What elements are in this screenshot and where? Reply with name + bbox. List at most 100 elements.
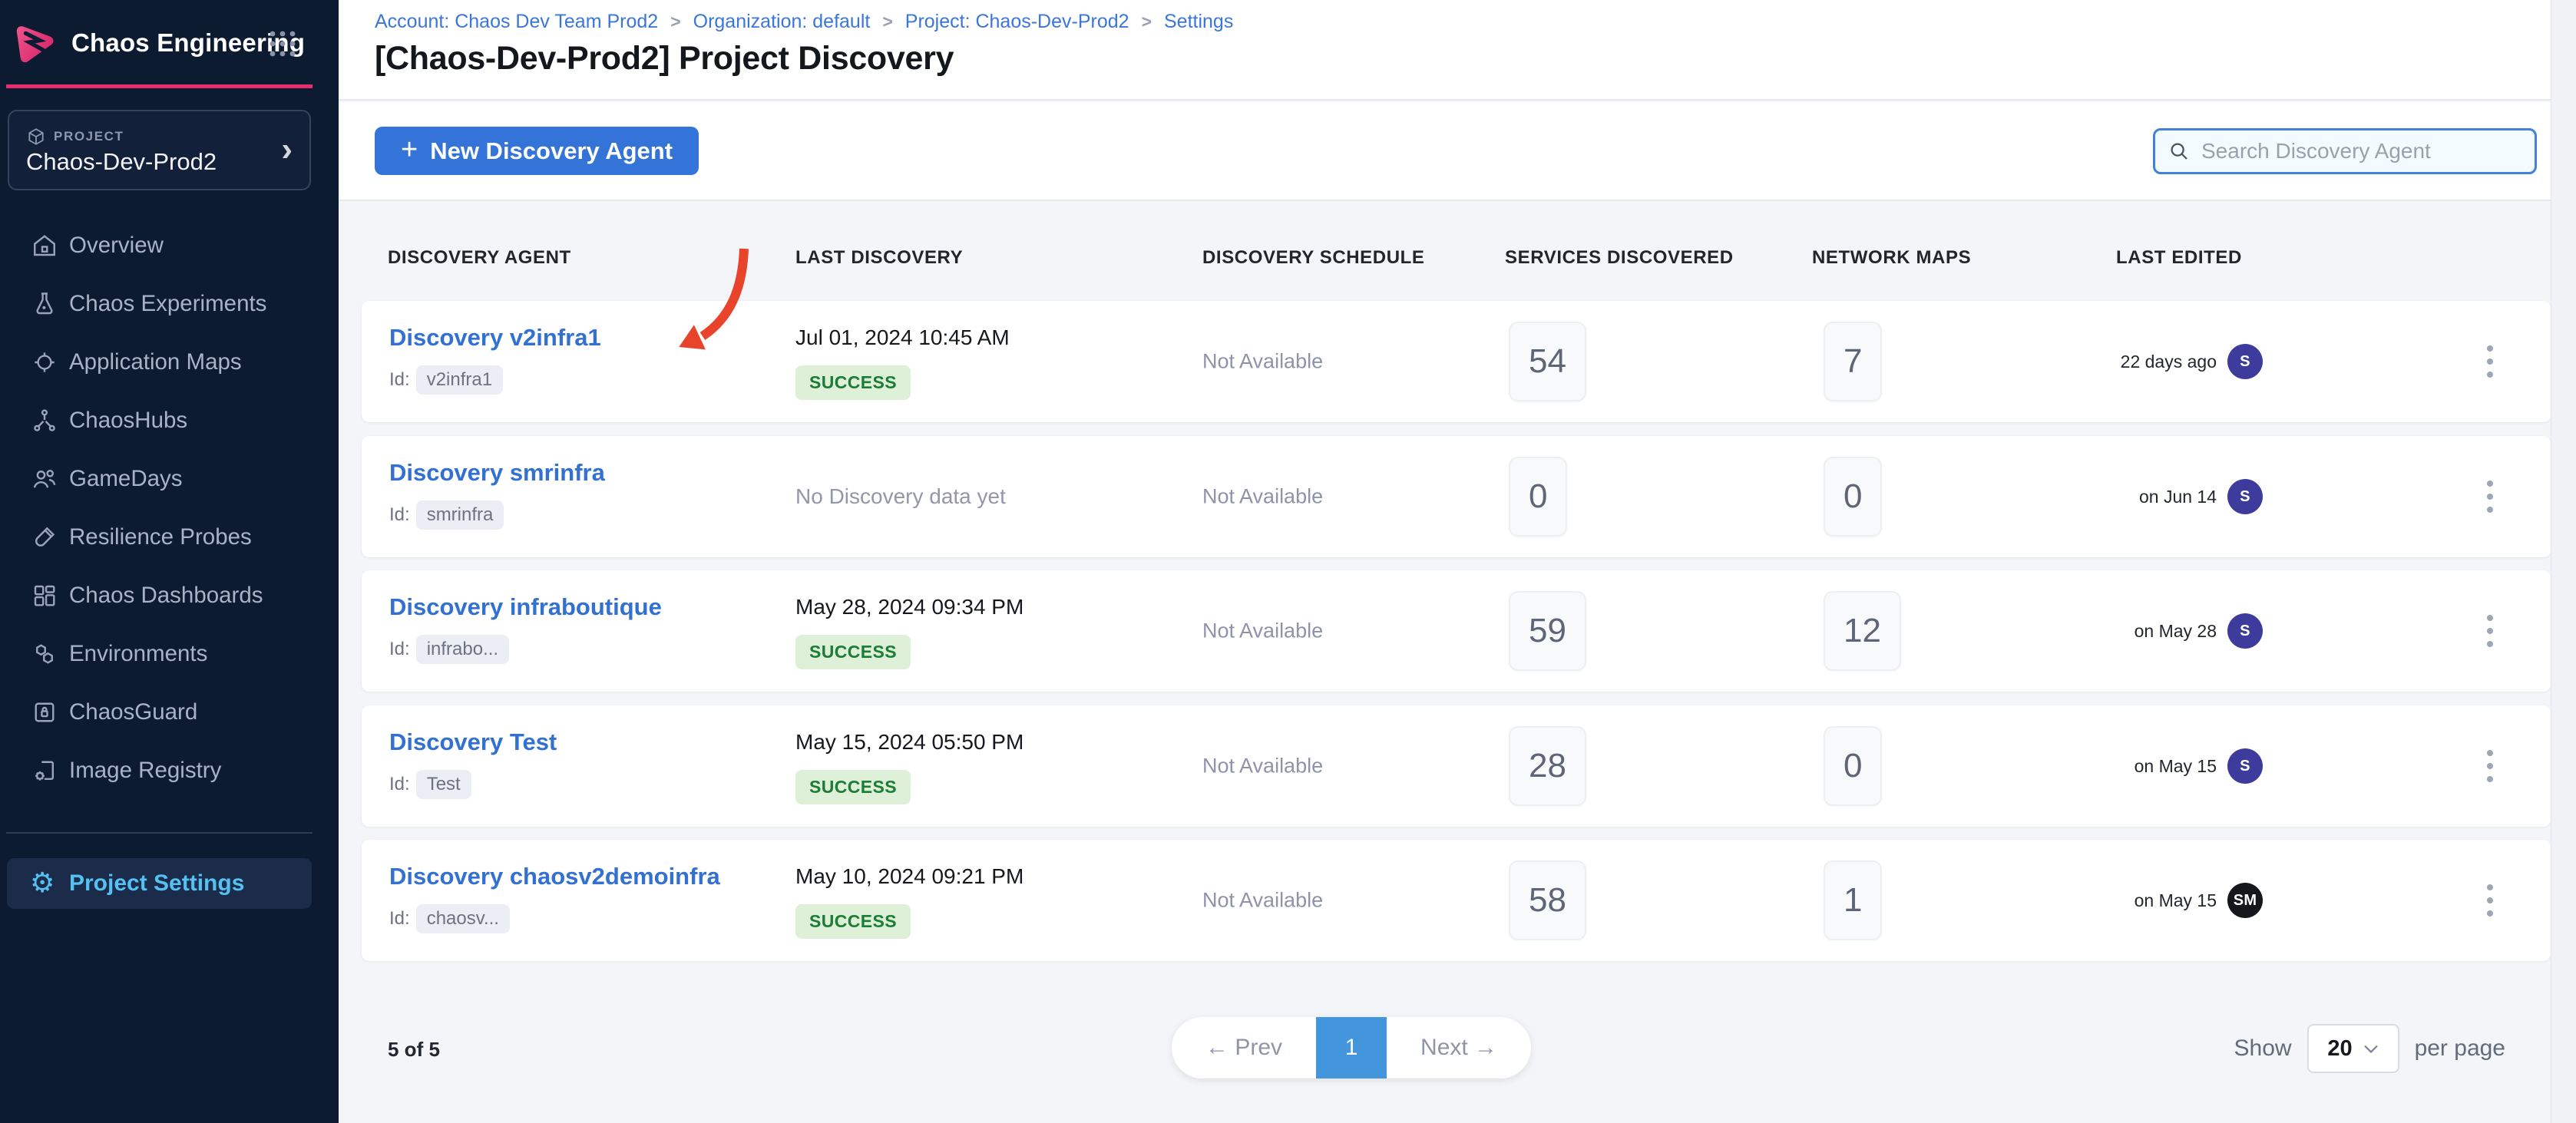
probe-tube-icon — [31, 524, 58, 551]
col-header-last-discovery: LAST DISCOVERY — [795, 247, 964, 268]
users-icon — [31, 465, 58, 493]
row-menu-kebab-icon[interactable] — [2475, 301, 2505, 422]
project-selector[interactable]: PROJECT Chaos-Dev-Prod2 › — [8, 110, 311, 190]
lock-shield-icon — [31, 699, 58, 726]
no-discovery-data-label: No Discovery data yet — [795, 484, 1006, 508]
col-header-discovery-schedule: DISCOVERY SCHEDULE — [1202, 247, 1425, 268]
sidebar-item-image-registry[interactable]: Image Registry — [0, 742, 339, 800]
registry-gear-icon — [31, 757, 58, 784]
agent-name-link[interactable]: Discovery chaosv2demoinfra — [389, 863, 720, 890]
sidebar-item-resilience-probes[interactable]: Resilience Probes — [0, 508, 339, 566]
status-badge: SUCCESS — [795, 904, 911, 939]
discovery-agents-table: DISCOVERY AGENT LAST DISCOVERY DISCOVERY… — [339, 201, 2576, 1123]
page-header: Account: Chaos Dev Team Prod2 > Organiza… — [339, 0, 2576, 101]
row-menu-kebab-icon[interactable] — [2475, 840, 2505, 961]
agent-id: Id: chaosv... — [389, 904, 510, 933]
page-size-control: Show 20 per page — [2234, 1024, 2505, 1073]
agent-name-link[interactable]: Discovery v2infra1 — [389, 324, 601, 351]
breadcrumb-account[interactable]: Account: Chaos Dev Team Prod2 — [375, 11, 659, 32]
sidebar-item-gamedays[interactable]: GameDays — [0, 450, 339, 508]
avatar: SM — [2227, 883, 2263, 918]
col-header-network-maps: NETWORK MAPS — [1812, 247, 1972, 268]
agent-name-link[interactable]: Discovery Test — [389, 728, 557, 755]
vertical-scrollbar[interactable] — [2551, 0, 2576, 1123]
sidebar-item-chaos-experiments[interactable]: Chaos Experiments — [0, 275, 339, 333]
main-content: Account: Chaos Dev Team Prod2 > Organiza… — [339, 0, 2576, 1123]
network-maps-count: 7 — [1824, 322, 1883, 401]
apps-grid-icon[interactable] — [269, 30, 296, 58]
sidebar-item-chaos-dashboards[interactable]: Chaos Dashboards — [0, 566, 339, 625]
next-page-button[interactable]: Next → — [1387, 1017, 1531, 1078]
sidebar-item-project-settings[interactable]: ⚙ Project Settings — [7, 858, 312, 909]
home-icon — [31, 232, 58, 259]
project-name: Chaos-Dev-Prod2 — [26, 148, 217, 175]
table-row: Discovery v2infra1 Id: v2infra1 Jul 01, … — [362, 301, 2551, 422]
last-edited: on May 15 SM — [2135, 840, 2263, 961]
page-size-select[interactable]: 20 — [2306, 1024, 2399, 1073]
breadcrumb-separator: > — [670, 12, 681, 31]
last-discovery-date: May 28, 2024 09:34 PM — [795, 595, 1024, 619]
services-discovered-count: 58 — [1509, 860, 1586, 940]
plus-icon: + — [401, 133, 418, 166]
table-row: Discovery infraboutique Id: infrabo... M… — [362, 570, 2551, 692]
row-menu-kebab-icon[interactable] — [2475, 570, 2505, 692]
chevron-right-icon: › — [281, 130, 293, 168]
dashboard-grid-icon — [31, 582, 58, 609]
sidebar-item-application-maps[interactable]: Application Maps — [0, 333, 339, 391]
agent-id: Id: infrabo... — [389, 635, 510, 664]
new-discovery-agent-button[interactable]: + New Discovery Agent — [375, 127, 699, 175]
agent-id-pill: chaosv... — [415, 904, 510, 933]
network-maps-count: 0 — [1824, 457, 1883, 537]
discovery-schedule: Not Available — [1202, 619, 1324, 642]
status-badge: SUCCESS — [795, 635, 911, 669]
breadcrumb-project[interactable]: Project: Chaos-Dev-Prod2 — [904, 11, 1129, 32]
page-1-button[interactable]: 1 — [1316, 1017, 1387, 1078]
agent-id-pill: infrabo... — [415, 635, 510, 664]
page-title: [Chaos-Dev-Prod2] Project Discovery — [375, 40, 954, 77]
col-header-services-discovered: SERVICES DISCOVERED — [1505, 247, 1734, 268]
row-menu-kebab-icon[interactable] — [2475, 436, 2505, 557]
agent-id: Id: Test — [389, 770, 471, 799]
network-maps-count: 1 — [1824, 860, 1883, 940]
status-badge: SUCCESS — [795, 770, 911, 804]
sidebar-item-chaosguard[interactable]: ChaosGuard — [0, 683, 339, 742]
network-maps-count: 0 — [1824, 726, 1883, 806]
discovery-schedule: Not Available — [1202, 754, 1324, 778]
pagination: ← Prev 1 Next → — [1172, 1017, 1532, 1078]
target-icon — [31, 348, 58, 376]
app-title: Chaos Engineering — [71, 28, 306, 57]
network-nodes-icon — [31, 407, 58, 434]
cube-icon — [28, 128, 44, 145]
services-discovered-count: 0 — [1509, 457, 1568, 537]
breadcrumb-organization[interactable]: Organization: default — [693, 11, 871, 32]
search-box — [2153, 128, 2537, 174]
agent-name-link[interactable]: Discovery smrinfra — [389, 459, 605, 486]
last-edited: on May 15 S — [2135, 705, 2263, 827]
search-input[interactable] — [2201, 139, 2522, 163]
status-badge: SUCCESS — [795, 365, 911, 400]
agent-name-link[interactable]: Discovery infraboutique — [389, 593, 662, 620]
network-maps-count: 12 — [1824, 591, 1901, 671]
last-discovery-date: May 15, 2024 05:50 PM — [795, 730, 1024, 754]
gear-icon: ⚙ — [30, 867, 55, 898]
prev-page-button[interactable]: ← Prev — [1172, 1017, 1316, 1078]
agent-id: Id: v2infra1 — [389, 365, 504, 395]
sidebar-item-chaoshubs[interactable]: ChaosHubs — [0, 391, 339, 450]
discovery-schedule: Not Available — [1202, 888, 1324, 912]
avatar: S — [2227, 479, 2263, 514]
avatar: S — [2227, 748, 2263, 784]
sidebar-header: Chaos Engineering — [0, 0, 339, 86]
chevron-down-icon — [2363, 1045, 2378, 1053]
last-edited: on Jun 14 S — [2139, 436, 2263, 557]
services-discovered-count: 28 — [1509, 726, 1586, 806]
sidebar: Chaos Engineering PROJECT Chaos-Dev-Prod… — [0, 0, 339, 1123]
sidebar-item-environments[interactable]: Environments — [0, 625, 339, 683]
breadcrumb: Account: Chaos Dev Team Prod2 > Organiza… — [375, 11, 1233, 33]
sidebar-item-overview[interactable]: Overview — [0, 216, 339, 275]
chaos-module-logo-icon — [16, 26, 54, 63]
row-menu-kebab-icon[interactable] — [2475, 705, 2505, 827]
per-page-label: per page — [2414, 1035, 2505, 1061]
table-row: Discovery Test Id: Test May 15, 2024 05:… — [362, 705, 2551, 827]
col-header-discovery-agent: DISCOVERY AGENT — [388, 247, 571, 268]
breadcrumb-settings[interactable]: Settings — [1164, 11, 1234, 32]
